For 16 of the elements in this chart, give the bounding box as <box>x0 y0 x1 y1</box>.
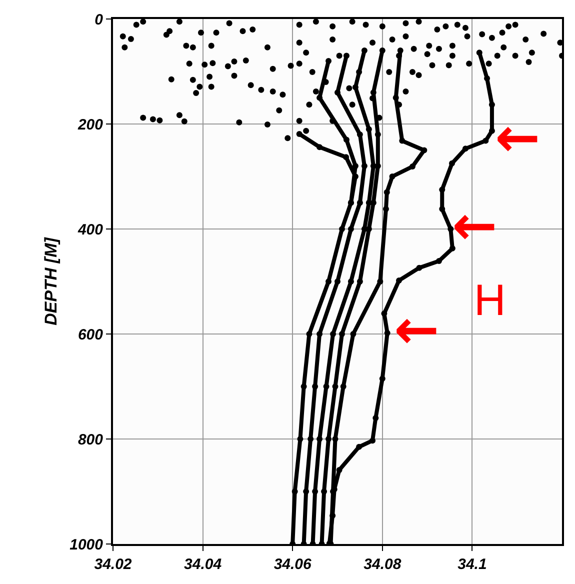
annotation: ← <box>495 106 540 169</box>
annotation: H <box>474 276 506 325</box>
y-tick-label: 1000 <box>70 536 104 554</box>
y-tick-label: 600 <box>78 326 104 344</box>
y-tick-label: 800 <box>78 431 104 448</box>
annotation: ← <box>452 194 498 257</box>
x-tick-label: 34.08 <box>364 556 402 573</box>
y-axis-title: DEPTH [M] <box>42 236 61 326</box>
x-tick-label: 34.04 <box>184 556 222 573</box>
y-tick-label: 400 <box>76 221 104 238</box>
x-tick-label: 34.06 <box>274 556 312 573</box>
x-tick-label: 34.1 <box>458 556 487 573</box>
x-tick-label: 34.02 <box>94 556 132 573</box>
y-tick-label: 200 <box>76 116 104 134</box>
y-tick-label: 0 <box>94 11 104 28</box>
annotation: ← <box>394 298 440 361</box>
